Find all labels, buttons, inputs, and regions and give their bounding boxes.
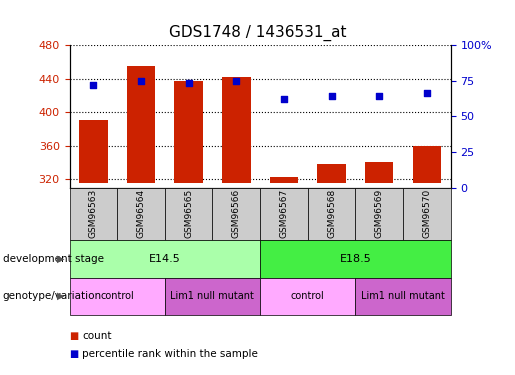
Text: ■: ■ — [70, 331, 79, 340]
Text: GSM96565: GSM96565 — [184, 189, 193, 238]
Text: control: control — [291, 291, 324, 301]
Text: GSM96564: GSM96564 — [136, 189, 145, 238]
Text: Lim1 null mutant: Lim1 null mutant — [361, 291, 445, 301]
Point — [328, 93, 336, 99]
Text: GSM96570: GSM96570 — [422, 189, 431, 238]
Text: development stage: development stage — [3, 254, 104, 264]
Text: Lim1 null mutant: Lim1 null mutant — [170, 291, 254, 301]
Bar — [365, 162, 393, 183]
Text: E18.5: E18.5 — [339, 254, 371, 264]
Text: E14.5: E14.5 — [149, 254, 181, 264]
Point — [184, 81, 193, 87]
Point — [280, 96, 288, 102]
Point — [137, 78, 145, 84]
Text: GSM96567: GSM96567 — [280, 189, 288, 238]
Point — [89, 82, 97, 88]
Bar — [127, 66, 155, 183]
Bar — [222, 77, 250, 183]
Text: ▶: ▶ — [57, 254, 64, 264]
Point — [423, 90, 431, 96]
Bar — [270, 177, 298, 183]
Text: ■: ■ — [70, 350, 79, 359]
Text: GSM96563: GSM96563 — [89, 189, 98, 238]
Bar — [317, 164, 346, 183]
Bar — [413, 146, 441, 183]
Text: GSM96566: GSM96566 — [232, 189, 241, 238]
Point — [375, 93, 383, 99]
Text: GSM96569: GSM96569 — [375, 189, 384, 238]
Text: count: count — [82, 331, 112, 340]
Bar — [79, 120, 108, 183]
Text: percentile rank within the sample: percentile rank within the sample — [82, 350, 259, 359]
Text: control: control — [100, 291, 134, 301]
Text: genotype/variation: genotype/variation — [3, 291, 101, 301]
Text: GSM96568: GSM96568 — [327, 189, 336, 238]
Text: ▶: ▶ — [57, 291, 64, 301]
Bar — [174, 81, 203, 183]
Point — [232, 78, 241, 84]
Text: GDS1748 / 1436531_at: GDS1748 / 1436531_at — [169, 24, 346, 40]
